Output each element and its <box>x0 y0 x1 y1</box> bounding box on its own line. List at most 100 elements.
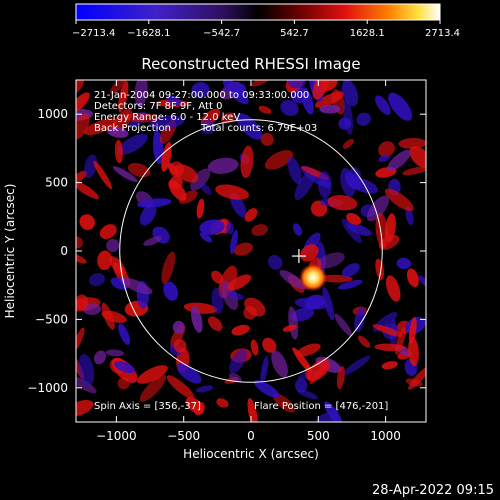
emission-blob <box>166 375 195 399</box>
emission-blob <box>76 180 99 199</box>
emission-blob <box>243 306 257 320</box>
emission-blob <box>199 182 212 195</box>
colorbar-tick-label: −1628.1 <box>127 28 170 39</box>
emission-blob <box>309 365 326 385</box>
emission-blob <box>336 366 345 390</box>
emission-blob <box>199 219 225 235</box>
emission-blob <box>225 222 234 235</box>
emission-blob <box>396 257 411 270</box>
emission-blob <box>312 80 330 100</box>
emission-blob <box>168 179 187 201</box>
emission-blob <box>229 348 247 374</box>
emission-blob <box>84 154 98 179</box>
annotation-spin-axis: Spin Axis = [356,-37] <box>94 401 201 412</box>
spin-axis-marker <box>291 249 306 264</box>
emission-blob <box>227 274 252 291</box>
emission-pattern <box>76 80 426 422</box>
emission-blob <box>294 378 308 393</box>
emission-blob <box>230 229 238 255</box>
emission-blob <box>208 316 223 331</box>
emission-blob <box>408 316 417 345</box>
emission-blob <box>402 166 426 176</box>
annotation-total-counts: Total counts: 6.79E+03 <box>200 123 317 134</box>
emission-blob <box>366 195 390 222</box>
emission-blob <box>387 149 411 172</box>
emission-blob <box>228 373 242 383</box>
annotation-method: Back Projection <box>94 123 171 134</box>
emission-blob <box>118 80 129 113</box>
emission-blob <box>207 157 239 174</box>
emission-blob <box>93 160 112 190</box>
emission-blob <box>114 139 123 164</box>
emission-blob <box>324 401 343 422</box>
emission-blob <box>76 376 97 394</box>
emission-blob <box>301 87 314 115</box>
emission-blob <box>106 238 120 253</box>
emission-blob <box>354 307 366 332</box>
x-axis-label: Heliocentric X (arcsec) <box>183 447 319 461</box>
emission-blob <box>76 113 90 140</box>
emission-blob <box>356 112 371 126</box>
emission-blob <box>76 294 89 310</box>
annotation-detectors: Detectors: 7F 8F 9F, Att 0 <box>94 101 222 112</box>
emission-blob <box>385 275 401 302</box>
x-tick-label: 1000 <box>370 429 401 443</box>
colorbar-tick-label: 542.7 <box>280 28 309 39</box>
emission-blob <box>260 355 269 385</box>
annotation-energy-range: Energy Range: 6.0 - 12.0 keV <box>94 112 240 123</box>
emission-blob <box>343 355 371 375</box>
emission-blob <box>260 132 274 146</box>
emission-blob <box>83 303 102 316</box>
timestamp: 28-Apr-2022 09:15 <box>372 483 494 498</box>
emission-blob <box>143 236 162 246</box>
annotation-time-range: 21-Jan-2004 09:27:00.000 to 09:33:00.000 <box>94 90 309 101</box>
emission-blob <box>163 281 179 301</box>
emission-blob <box>173 339 187 353</box>
solar-limb <box>119 119 383 383</box>
emission-blob <box>79 214 95 230</box>
emission-blob <box>346 212 362 226</box>
emission-blob <box>300 244 319 262</box>
emission-blob <box>384 188 414 212</box>
emission-blob <box>233 242 254 256</box>
emission-blob <box>222 80 249 105</box>
emission-blob <box>185 397 204 415</box>
emission-blob <box>342 99 354 135</box>
emission-blob <box>172 320 185 334</box>
emission-blob <box>76 92 90 113</box>
emission-blob <box>76 80 84 95</box>
emission-blob <box>408 366 426 390</box>
emission-blob <box>408 336 419 367</box>
emission-blob <box>319 104 341 114</box>
emission-blob <box>101 310 127 323</box>
emission-blob <box>107 126 129 138</box>
emission-blob <box>176 363 202 384</box>
emission-blob <box>216 398 229 408</box>
emission-blob <box>76 252 87 264</box>
emission-blob <box>89 272 105 287</box>
emission-blob <box>272 393 295 413</box>
emission-blob <box>268 254 283 270</box>
emission-blob <box>136 198 172 208</box>
annotation-flare-position: Flare Position = [476,-201] <box>254 401 388 412</box>
emission-blob <box>99 224 117 240</box>
colorbar-tick-label: 1628.1 <box>350 28 385 39</box>
emission-blob <box>231 324 250 336</box>
emission-blob <box>398 137 426 149</box>
emission-blob <box>76 170 88 186</box>
emission-blob <box>288 306 299 340</box>
emission-blob <box>137 365 168 384</box>
emission-blob <box>292 223 303 236</box>
emission-blob <box>381 361 398 370</box>
emission-blob <box>215 184 249 200</box>
emission-blob <box>262 337 277 353</box>
colorbar-tick-label: 2713.4 <box>425 28 460 39</box>
emission-blob <box>244 208 258 222</box>
emission-blob <box>240 145 254 179</box>
emission-blob <box>76 327 85 353</box>
emission-blob <box>251 224 269 236</box>
emission-blob <box>337 279 363 290</box>
emission-blob <box>199 232 213 243</box>
emission-blob <box>254 380 280 398</box>
x-tick-label: −500 <box>167 429 200 443</box>
